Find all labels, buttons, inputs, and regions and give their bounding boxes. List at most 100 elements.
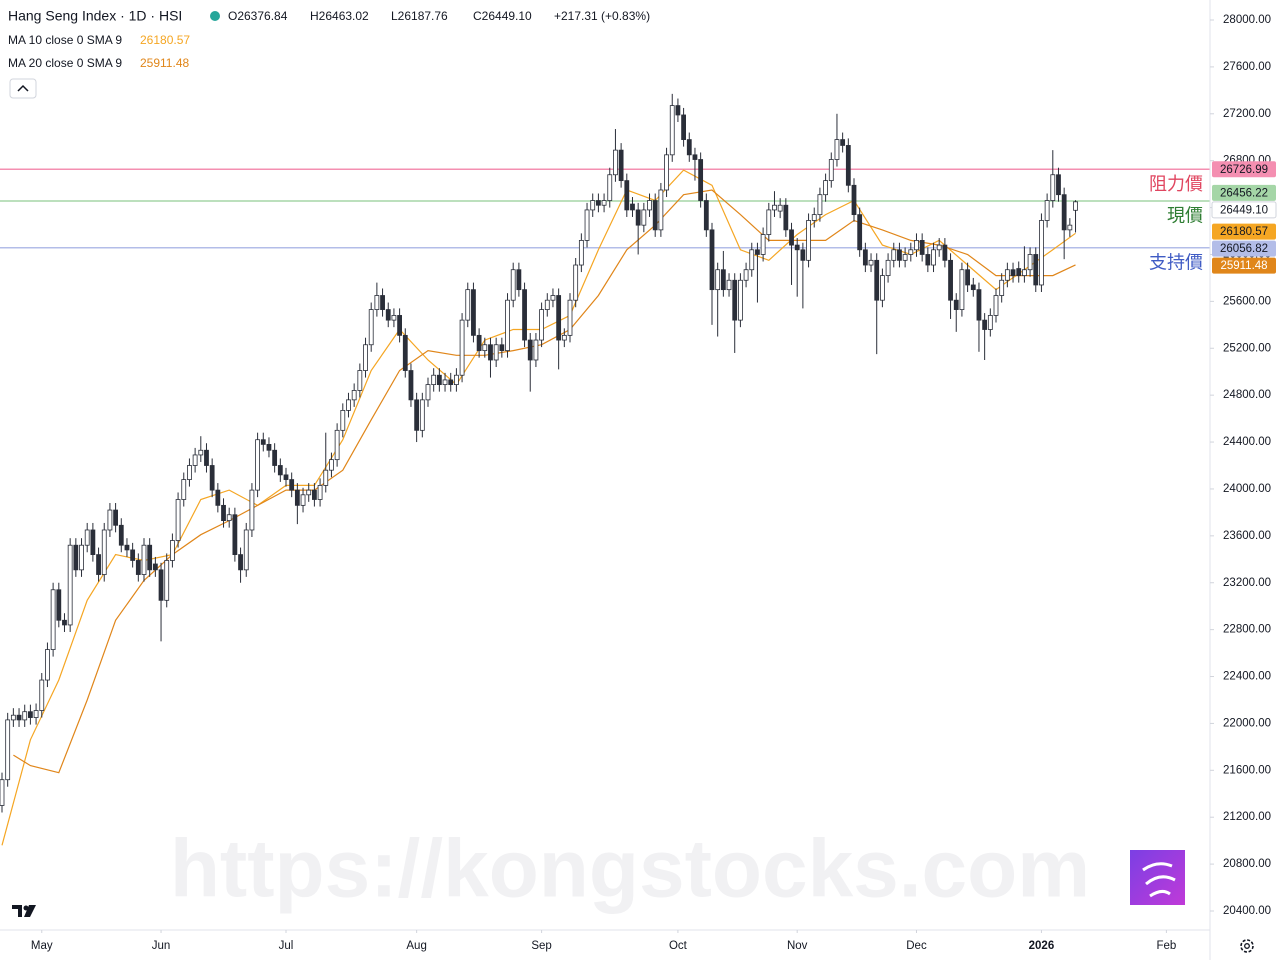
candle-body <box>686 139 692 156</box>
level-label: 支持價 <box>1149 253 1203 273</box>
price-badge <box>1212 161 1276 178</box>
ohlc-change: +217.31 (+0.83%) <box>554 9 650 23</box>
price-badge-label: 26180.57 <box>1220 226 1268 238</box>
candle-body <box>135 560 141 575</box>
candle-body <box>255 439 261 491</box>
candle-body <box>789 229 794 246</box>
candle-body <box>1039 220 1044 286</box>
tradingview-logo[interactable] <box>12 905 36 917</box>
candle-body <box>544 299 550 310</box>
candle-body <box>459 319 465 376</box>
candle-body <box>1061 194 1067 231</box>
candle-body <box>630 203 635 211</box>
price-badge-label: 25911.48 <box>1220 260 1267 272</box>
candle-body <box>436 374 442 386</box>
ohlc-close: C26449.10 <box>473 9 532 23</box>
y-tick-label: 22400.00 <box>1223 671 1271 683</box>
candle-body <box>902 254 908 261</box>
gear-outer[interactable] <box>1240 939 1254 953</box>
y-tick-label: 25200.00 <box>1223 342 1271 354</box>
y-tick-label: 21200.00 <box>1223 811 1271 823</box>
candle-body <box>845 145 851 186</box>
x-tick-label: Dec <box>906 940 927 952</box>
candle-body <box>658 189 664 231</box>
candle-body <box>885 259 891 276</box>
candle-body <box>715 269 721 291</box>
x-tick-label: Jun <box>152 940 171 952</box>
candle-body <box>493 344 499 361</box>
candle-body <box>289 479 295 491</box>
x-tick-label: Jul <box>279 940 294 952</box>
price-badge-label: 26456.22 <box>1220 187 1268 199</box>
candle-body <box>550 295 556 301</box>
candle-body <box>311 489 317 500</box>
y-tick-label: 22800.00 <box>1223 624 1271 636</box>
candle-body <box>925 254 931 266</box>
ma-legend-name: MA 10 close 0 SMA 9 <box>8 33 122 47</box>
candle-body <box>527 339 533 361</box>
settings-button[interactable] <box>1240 939 1254 953</box>
candle-body <box>561 334 567 341</box>
candle-body <box>96 554 101 575</box>
candle-body <box>22 711 28 721</box>
candle-body <box>283 474 289 480</box>
candle-body <box>1033 254 1039 286</box>
candle-body <box>607 174 613 201</box>
candle-body <box>408 370 414 401</box>
candle-body <box>39 679 45 711</box>
price-badge <box>1212 257 1276 274</box>
candle-body <box>993 295 999 316</box>
collapse-button[interactable] <box>9 78 37 99</box>
candle-body <box>641 209 647 226</box>
logo-part[interactable] <box>12 905 22 917</box>
x-tick-label: Aug <box>406 940 426 952</box>
candle-body <box>277 465 283 476</box>
candle-body <box>635 209 641 226</box>
candle-body <box>317 485 323 500</box>
logo-part[interactable] <box>24 905 36 917</box>
candle-body <box>368 309 374 346</box>
candle-body <box>522 289 527 341</box>
candle-body <box>124 544 130 551</box>
level-label: 阻力價 <box>1149 174 1203 194</box>
candle-body <box>482 344 488 352</box>
candle-body <box>891 249 897 261</box>
candle-body <box>226 514 232 522</box>
candle-body <box>33 710 39 718</box>
candle-body <box>590 200 596 211</box>
candle-body <box>385 309 391 321</box>
candle-body <box>908 249 914 255</box>
candle-body <box>1010 269 1016 276</box>
candle-body <box>709 229 715 291</box>
candle-body <box>880 275 885 301</box>
ohlc-low: L26187.76 <box>391 9 448 23</box>
collapse-button-box[interactable] <box>9 78 37 99</box>
candle-body <box>681 114 686 140</box>
candle-body <box>794 244 800 251</box>
candle-body <box>936 244 942 251</box>
candle-body <box>703 200 709 231</box>
candle-body <box>45 649 50 681</box>
collapse-chevron[interactable] <box>17 84 29 92</box>
price-badge <box>1211 201 1277 219</box>
candle-body <box>999 279 1005 296</box>
ohlc-open: O26376.84 <box>228 9 288 23</box>
candle-body <box>720 269 726 291</box>
candle-body <box>738 279 743 321</box>
watermark: https://kongstocks.com <box>170 824 1090 915</box>
candle-body <box>260 439 266 445</box>
candle-body <box>1050 174 1056 201</box>
plot-area <box>0 93 1210 846</box>
candle-body <box>118 524 124 546</box>
y-tick-label: 21600.00 <box>1223 764 1271 776</box>
gear-inner[interactable] <box>1244 943 1250 949</box>
x-tick-label: Oct <box>669 940 688 952</box>
candle-body <box>970 284 976 291</box>
price-badge-label: 26726.99 <box>1220 164 1268 176</box>
candle-body <box>772 204 777 211</box>
price-badge <box>1212 223 1276 240</box>
candle-body <box>181 479 187 500</box>
y-tick-label: 28000.00 <box>1223 14 1271 26</box>
